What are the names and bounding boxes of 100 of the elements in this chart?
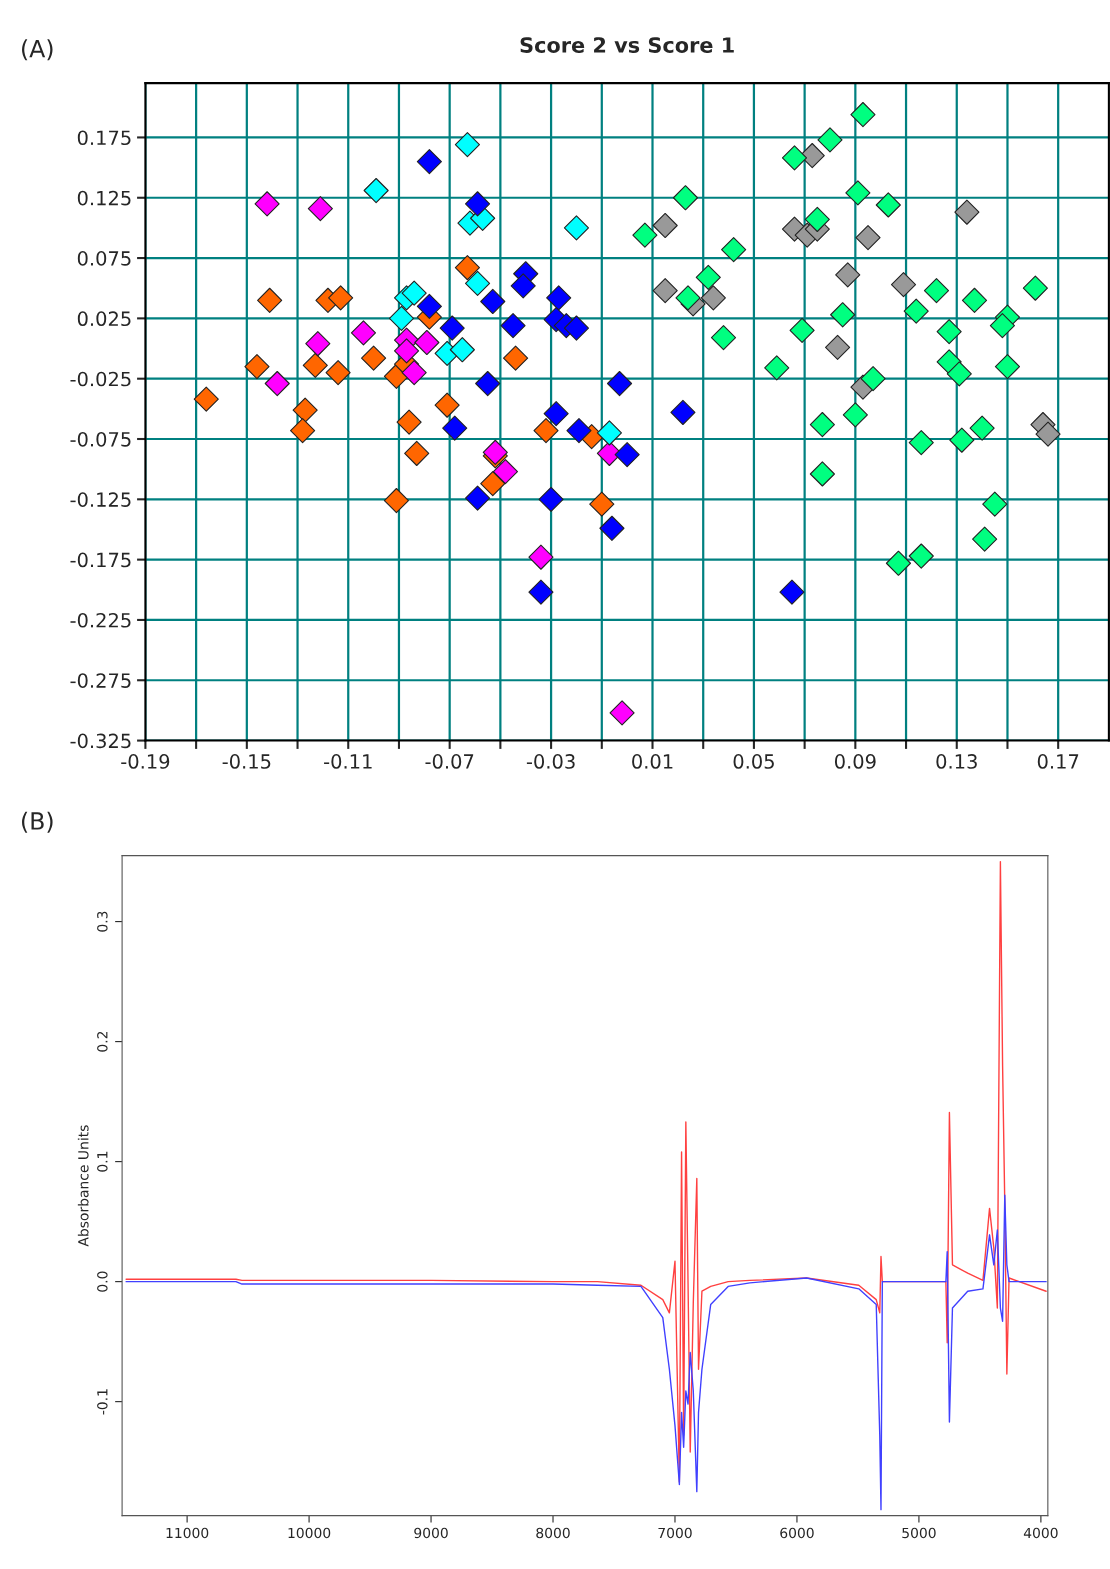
point [817,127,843,153]
point [388,305,415,331]
point [982,491,1008,517]
point [393,338,420,364]
point [961,287,988,313]
point [528,579,554,605]
point [890,272,917,298]
point [830,302,856,328]
y-tick-label: -0.325 [70,733,131,749]
point [700,285,726,311]
x-tick-label: 9000 [414,1527,448,1539]
y-tick-label: -0.025 [70,371,131,387]
point [764,355,790,381]
point [193,386,219,412]
point [543,401,569,427]
point [449,337,475,363]
point [652,278,678,304]
y-tick-label: 0.125 [77,190,131,206]
point [416,148,442,175]
point [885,550,912,576]
point [503,345,529,371]
point [383,487,410,514]
point [675,285,701,311]
point [257,287,283,313]
point [845,180,871,206]
point [855,224,881,251]
point [695,264,721,290]
point [789,317,815,344]
x-tick-label: -0.15 [222,754,271,769]
point [480,471,506,497]
point [809,411,835,438]
x-tick-label: 4000 [1023,1527,1058,1539]
x-tick-label: 11000 [166,1527,209,1539]
point [546,285,572,311]
point [305,331,331,357]
point [842,402,868,428]
y-tick-label: -0.275 [70,673,131,688]
point [401,280,427,306]
point [710,325,737,351]
point [563,315,590,341]
point [404,440,430,467]
point [652,212,678,239]
point [875,192,901,218]
point [464,270,491,296]
point [325,360,351,386]
point [835,262,861,288]
point [923,278,950,304]
point [500,313,526,339]
point [972,526,998,552]
x-tick-label: 10000 [288,1527,331,1539]
x-tick-label: 0.09 [834,754,876,769]
point [799,142,825,169]
point [949,427,975,453]
x-tick-label: 5000 [902,1527,936,1539]
y-tick-label: -0.125 [70,492,131,507]
point [290,417,316,444]
point [850,101,876,128]
point [989,313,1015,339]
point [538,486,564,512]
x-tick-label: 0.05 [733,754,774,769]
y-tick-label: 0.2 [97,1031,108,1052]
point [361,345,387,371]
point [442,415,468,441]
point [396,409,422,435]
y-tick-label: -0.225 [70,612,131,628]
point [908,543,934,569]
point [809,461,835,487]
x-tick-label: 0.17 [1037,754,1079,769]
x-tick-label: 0.01 [632,754,673,769]
point [464,191,491,217]
x-tick-label: 7000 [658,1527,692,1539]
point [307,196,333,222]
point [596,420,622,446]
point [363,177,389,204]
line-series [125,1194,1047,1511]
x-tick-label: 8000 [536,1527,570,1539]
point [954,199,980,225]
point [244,354,270,380]
y-tick-label: 0.3 [97,911,108,932]
y-axis-title: Absorbance Units [77,1125,89,1247]
point [563,215,590,241]
point [781,145,808,171]
point [721,237,747,263]
point [510,273,536,299]
point [599,515,625,541]
point [264,370,290,397]
y-tick-label: 0.075 [77,251,131,266]
point [350,320,377,346]
point [454,255,480,281]
point [475,370,501,397]
point [903,298,929,324]
x-tick-label: -0.07 [425,754,474,769]
point [860,366,886,392]
point [454,132,480,158]
point [328,285,354,311]
point [589,491,615,517]
y-tick-label: 0.175 [77,130,131,146]
y-tick-label: 0.025 [77,311,131,327]
point [946,361,972,387]
point [292,397,318,423]
